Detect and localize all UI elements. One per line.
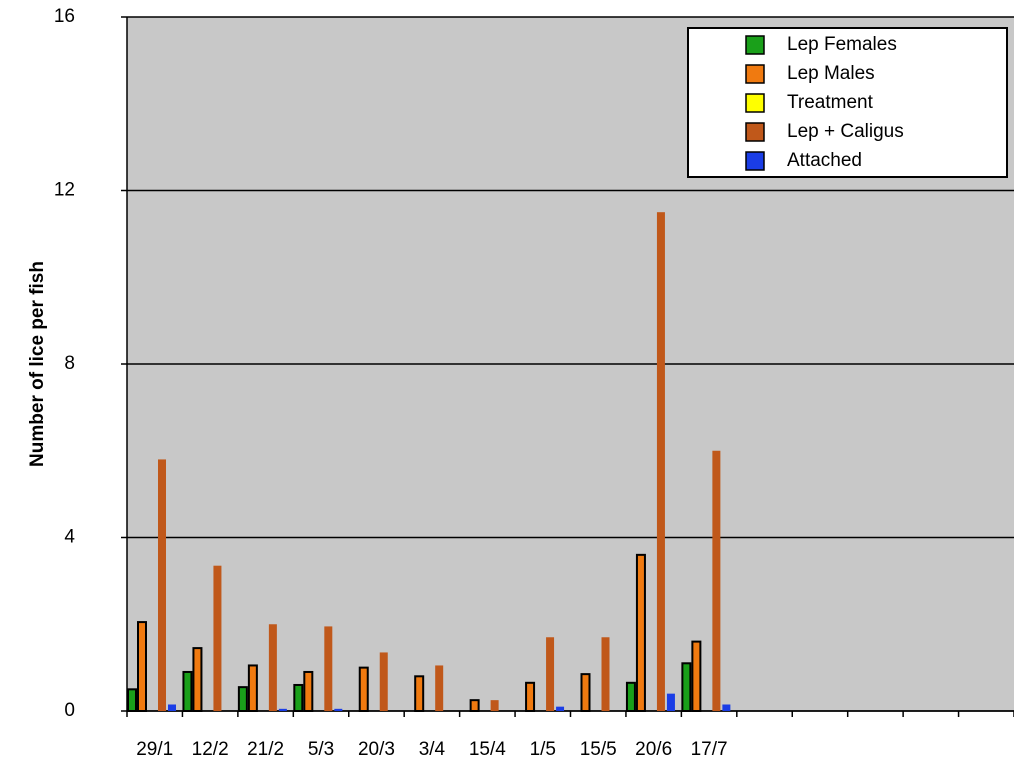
bar: [278, 708, 287, 711]
legend-box: [687, 27, 1008, 178]
x-tick-label: 5/3: [308, 739, 334, 760]
bar: [127, 688, 137, 712]
bar: [137, 621, 147, 712]
bar: [469, 699, 480, 712]
bar: [525, 681, 536, 713]
y-axis-label: Number of lice per fish: [27, 261, 48, 467]
legend-label: Lep Females: [787, 34, 897, 55]
bar: [490, 700, 499, 711]
x-tick-label: 29/1: [136, 739, 173, 760]
bar: [681, 662, 692, 712]
bar: [358, 666, 369, 712]
bar: [324, 626, 333, 711]
bar: [546, 637, 555, 711]
x-tick-label: 15/4: [469, 739, 506, 760]
x-tick-label: 21/2: [247, 739, 284, 760]
bar: [168, 704, 176, 711]
legend-marker: [745, 151, 765, 171]
legend-marker: [745, 64, 765, 84]
bar: [334, 708, 343, 711]
bar: [556, 706, 565, 711]
bar: [303, 670, 314, 713]
x-tick-label: 3/4: [419, 739, 446, 760]
bar: [691, 640, 702, 712]
legend-label: Treatment: [787, 92, 874, 113]
bar: [435, 665, 444, 711]
bar: [580, 673, 591, 712]
x-tick-label: 20/6: [635, 739, 672, 760]
x-tick-label: 1/5: [530, 739, 556, 760]
bar: [635, 553, 646, 712]
legend-label: Attached: [787, 150, 862, 171]
bar: [712, 450, 721, 711]
y-tick-label: 12: [54, 180, 75, 201]
bar: [192, 647, 203, 713]
x-tick-label: 12/2: [192, 739, 229, 760]
legend-marker: [745, 122, 765, 142]
y-tick-label: 4: [64, 527, 75, 548]
legend-label: Lep + Caligus: [787, 121, 904, 142]
y-tick-label: 8: [64, 353, 75, 374]
y-tick-label: 16: [54, 6, 75, 27]
bar: [379, 652, 388, 711]
bar: [666, 693, 675, 711]
bar: [247, 664, 258, 712]
bar: [293, 683, 304, 712]
bar: [182, 670, 193, 713]
x-tick-label: 15/5: [580, 739, 617, 760]
legend-label: Lep Males: [787, 63, 875, 84]
bar: [601, 637, 610, 711]
bar: [722, 704, 731, 711]
legend-marker: [745, 35, 765, 55]
bar: [158, 459, 166, 711]
y-tick-label: 0: [64, 700, 75, 721]
bar: [656, 212, 665, 711]
bar: [237, 686, 248, 712]
legend-marker: [745, 93, 765, 113]
x-tick-label: 20/3: [358, 739, 395, 760]
bar: [414, 675, 425, 712]
bar: [213, 565, 222, 711]
x-tick-label: 17/7: [691, 739, 728, 760]
bar: [268, 624, 277, 711]
bar: [625, 681, 636, 713]
